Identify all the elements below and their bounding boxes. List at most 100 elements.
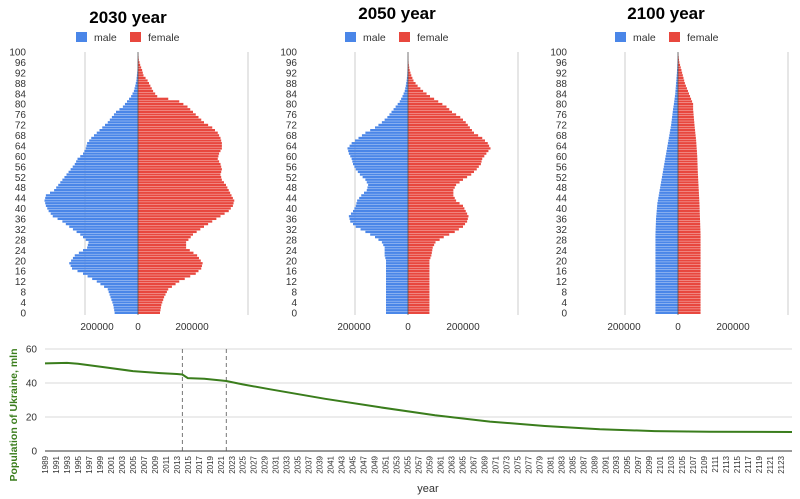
female-bar: [408, 142, 488, 145]
male-bar: [665, 155, 678, 158]
female-bar: [678, 251, 701, 254]
x-tick-label: 2075: [513, 455, 522, 473]
age-tick: 48: [286, 183, 298, 194]
male-bar: [386, 282, 408, 286]
male-bar: [107, 121, 138, 124]
male-bar: [132, 92, 138, 95]
female-bar: [138, 212, 225, 215]
age-tick: 8: [561, 288, 567, 299]
female-bar: [678, 288, 701, 291]
male-bar: [113, 303, 138, 307]
female-bar: [678, 243, 701, 247]
male-bar: [655, 285, 678, 288]
age-tick: 4: [561, 298, 567, 309]
female-bar: [408, 165, 479, 168]
female-bar: [678, 225, 701, 228]
female-bar: [138, 199, 235, 202]
female-bar: [408, 126, 470, 129]
male-bar: [366, 189, 408, 192]
male-bar: [96, 280, 138, 283]
age-tick: 68: [286, 131, 298, 142]
female-bar: [408, 228, 459, 231]
male-bar: [62, 178, 138, 181]
female-bar: [678, 202, 700, 205]
female-bar: [408, 298, 430, 301]
male-bar: [381, 121, 408, 124]
male-bar: [50, 212, 138, 215]
female-bar: [408, 110, 452, 114]
male-bar: [113, 113, 138, 116]
x-tick-label: 2013: [173, 455, 182, 473]
x-tick-label: 2023: [228, 455, 237, 473]
female-bar: [678, 110, 694, 114]
male-bar: [675, 84, 678, 87]
male-bar: [78, 251, 138, 254]
male-bar: [405, 87, 408, 90]
age-tick: 100: [280, 48, 297, 59]
male-bar: [122, 105, 138, 108]
female-bar: [408, 79, 414, 82]
male-bar: [114, 309, 138, 312]
line-x-ticks: 1989 1991 1993 1995 1997 1999 2001 2003 2005 2007…: [41, 455, 786, 473]
x-tick-label: 2037: [305, 455, 314, 473]
male-bar: [136, 79, 138, 82]
male-bar: [378, 238, 408, 241]
male-bar: [62, 220, 138, 223]
age-tick: 48: [556, 183, 568, 194]
age-tick: 68: [556, 131, 568, 142]
male-bar: [655, 267, 678, 270]
female-bar: [678, 212, 700, 215]
female-bar: [678, 311, 701, 314]
male-bar: [80, 155, 138, 158]
female-bar: [138, 296, 165, 299]
male-bar: [384, 246, 408, 249]
male-bar: [655, 282, 678, 286]
female-bar: [138, 170, 222, 174]
age-tick: 24: [556, 246, 568, 257]
male-bar: [361, 134, 408, 137]
x-tick-label: 2047: [360, 455, 369, 473]
female-bar: [678, 277, 701, 281]
age-tick: 96: [286, 58, 298, 69]
female-bar: [678, 134, 696, 137]
male-bar: [85, 147, 138, 150]
female-bar: [138, 285, 172, 288]
male-bar: [662, 173, 678, 176]
male-bar: [370, 129, 408, 132]
male-bar: [669, 131, 678, 134]
male-bar: [655, 264, 678, 268]
x-tick-label: 2105: [678, 455, 687, 473]
female-bar: [138, 194, 232, 197]
male-bar: [655, 301, 678, 304]
age-tick: 76: [286, 110, 298, 121]
male-bar: [94, 134, 138, 137]
female-bar: [678, 217, 700, 221]
x-tick-label: 2111: [711, 455, 720, 472]
male-bar: [89, 139, 138, 142]
age-tick: 56: [556, 162, 568, 173]
age-tick: 72: [556, 121, 568, 132]
male-bar: [366, 181, 408, 184]
male-bar: [386, 290, 408, 294]
male-bar: [127, 100, 138, 103]
male-bar: [655, 256, 678, 260]
male-bar: [353, 162, 408, 166]
x-tick-label: 2057: [415, 455, 424, 473]
female-bar: [138, 102, 184, 106]
female-bar: [678, 215, 700, 218]
male-bar: [69, 225, 138, 228]
x-tick-label: 2117: [744, 455, 753, 473]
male-bar: [136, 74, 138, 77]
female-bar: [138, 301, 163, 304]
x-tick-label: 2099: [645, 455, 654, 473]
male-bar: [660, 183, 678, 187]
legend-female-swatch: [130, 32, 141, 42]
male-bar: [347, 147, 408, 150]
male-bar: [386, 309, 408, 312]
male-bar: [58, 183, 138, 187]
age-tick: 72: [286, 121, 298, 132]
female-bar: [678, 105, 694, 108]
male-bar: [352, 160, 408, 163]
pyramid-title: 2100 year: [627, 4, 705, 23]
female-bar: [408, 191, 454, 194]
